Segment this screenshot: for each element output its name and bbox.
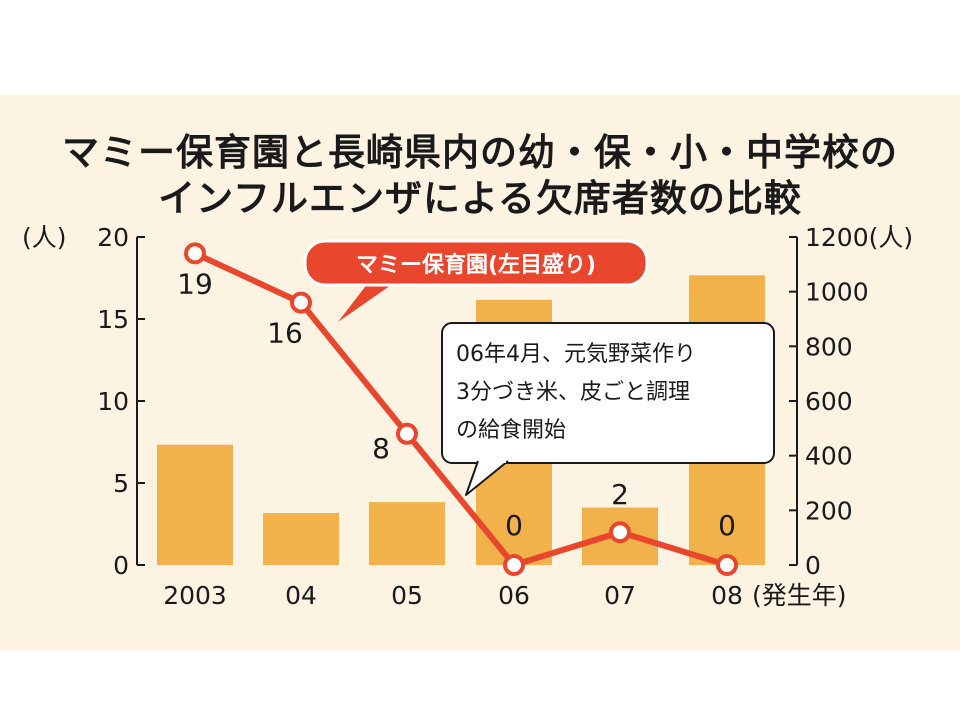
- point-08: [716, 554, 738, 576]
- right-tick-label-0: 0: [805, 551, 821, 580]
- x-tick-label-05: 05: [391, 581, 423, 610]
- bar-04: [263, 513, 339, 565]
- series-name-label: マミー保育園(左目盛り): [356, 252, 596, 278]
- x-tick-label-08: 08: [711, 581, 743, 610]
- right-tick-label-1200: 1200(人): [805, 223, 913, 252]
- annotation-line-1: 06年4月、元気野菜作り: [456, 342, 696, 367]
- right-tick-label-400: 400: [805, 442, 853, 471]
- annotation-pointer-mask: [480, 459, 506, 463]
- chart-title-line-2: インフルエンザによる欠席者数の比較: [158, 177, 802, 220]
- data-label-04: 16: [267, 317, 303, 350]
- left-axis-unit: (人): [22, 223, 67, 252]
- point-04: [290, 291, 312, 314]
- annotation-line-2: 3分づき米、皮ごと調理: [456, 380, 690, 405]
- bar-05: [369, 502, 445, 565]
- point-05: [396, 422, 418, 445]
- data-label-05: 8: [372, 432, 390, 465]
- left-tick-label-5: 5: [113, 469, 129, 498]
- data-label-08: 0: [718, 509, 736, 542]
- x-tick-label-2003: 2003: [163, 581, 227, 610]
- series-line-mammy: [193, 250, 728, 568]
- data-label-2003: 19: [177, 267, 213, 300]
- annotation-box: [441, 322, 775, 464]
- x-tick-label-07: 07: [604, 581, 636, 610]
- series-callout-pointer: [338, 283, 394, 322]
- right-tick-label-1000: 1000: [805, 278, 869, 307]
- left-tick-label-10: 10: [97, 387, 129, 416]
- series-callout-box: [303, 239, 649, 287]
- data-label-06: 0: [505, 509, 523, 542]
- left-tick-label-0: 0: [113, 551, 129, 580]
- left-tick-label-20: 20: [97, 223, 129, 252]
- data-label-07: 2: [611, 478, 629, 511]
- left-tick-label-15: 15: [97, 305, 129, 334]
- annotation-line-3: の給食開始: [456, 418, 566, 443]
- bar-2003: [157, 444, 233, 565]
- right-tick-label-800: 800: [805, 332, 853, 361]
- x-tick-label-06: 06: [498, 581, 530, 610]
- chart-title-line-1: マミー保育園と長崎県内の幼・保・小・中学校の: [62, 131, 898, 174]
- point-2003: [184, 242, 206, 265]
- point-07: [609, 521, 631, 544]
- right-tick-label-200: 200: [805, 496, 853, 525]
- right-tick-label-600: 600: [805, 387, 853, 416]
- annotation-pointer: [465, 460, 509, 496]
- point-06: [503, 554, 525, 576]
- x-tick-label-04: 04: [285, 581, 317, 610]
- x-axis-unit: (発生年): [752, 581, 847, 610]
